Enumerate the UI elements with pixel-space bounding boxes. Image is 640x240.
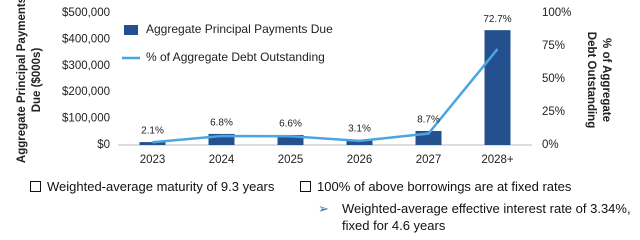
note-text: 100% of above borrowings are at fixed ra…	[317, 179, 572, 194]
y-tick-label: $300,000	[62, 60, 110, 72]
data-label: 6.6%	[279, 119, 302, 130]
x-tick-label: 2026	[347, 154, 373, 166]
y2-tick-label: 100%	[542, 7, 571, 19]
y-tick-label: $500,000	[62, 7, 110, 19]
legend-label: % of Aggregate Debt Outstanding	[146, 50, 325, 64]
data-label: 2.1%	[141, 126, 164, 137]
note-text: Weighted-average effective interest rate…	[342, 201, 631, 233]
y-tick-label: $400,000	[62, 33, 110, 45]
note: 100% of above borrowings are at fixed ra…	[300, 178, 571, 195]
y2-tick-label: 50%	[542, 73, 565, 85]
line	[152, 48, 499, 144]
y-axis-title-line: Aggregate Principal Payments	[16, 0, 28, 163]
bar	[346, 139, 373, 145]
x-tick-label: 2028+	[481, 154, 514, 166]
y2-axis-title-line: Debt Outstanding	[585, 32, 597, 128]
y2-tick-label: 25%	[542, 106, 565, 118]
x-tick-label: 2025	[278, 154, 304, 166]
note-text: Weighted-average maturity of 9.3 years	[47, 179, 275, 194]
chart: Aggregate Principal Payments Due ($000s) …	[16, 0, 612, 166]
legend-swatch	[124, 25, 138, 35]
y-axis-title-line: Due ($000s)	[31, 48, 43, 113]
data-label: 3.1%	[348, 124, 371, 135]
y2-axis-title-line: % of Aggregate	[600, 38, 612, 122]
y2-axis-title: % of AggregateDebt Outstanding	[585, 32, 612, 128]
data-label: 6.8%	[210, 118, 233, 129]
page: Aggregate Principal Payments Due ($000s) …	[16, 0, 632, 234]
x-tick-label: 2024	[209, 154, 235, 166]
y-tick-label: $0	[97, 139, 110, 151]
x-tick-label: 2027	[416, 154, 442, 166]
data-label: 72.7%	[483, 14, 511, 25]
x-tick-label: 2023	[140, 154, 166, 166]
bar	[277, 134, 304, 145]
y-axis-title: Aggregate Principal Payments Due ($000s)	[16, 0, 43, 163]
data-label: 8.7%	[417, 115, 440, 126]
sub-bullet: ➢	[318, 201, 329, 216]
y-tick-label: $200,000	[62, 86, 110, 98]
legend-label: Aggregate Principal Payments Due	[146, 22, 333, 36]
y2-tick-label: 75%	[542, 40, 565, 52]
note: Weighted-average maturity of 9.3 years	[30, 178, 274, 195]
y2-tick-label: 0%	[542, 139, 559, 151]
bar	[139, 142, 166, 145]
bar	[208, 133, 235, 145]
y-tick-label: $100,000	[62, 113, 110, 125]
bar	[484, 30, 511, 145]
note: Weighted-average effective interest rate…	[342, 200, 632, 234]
